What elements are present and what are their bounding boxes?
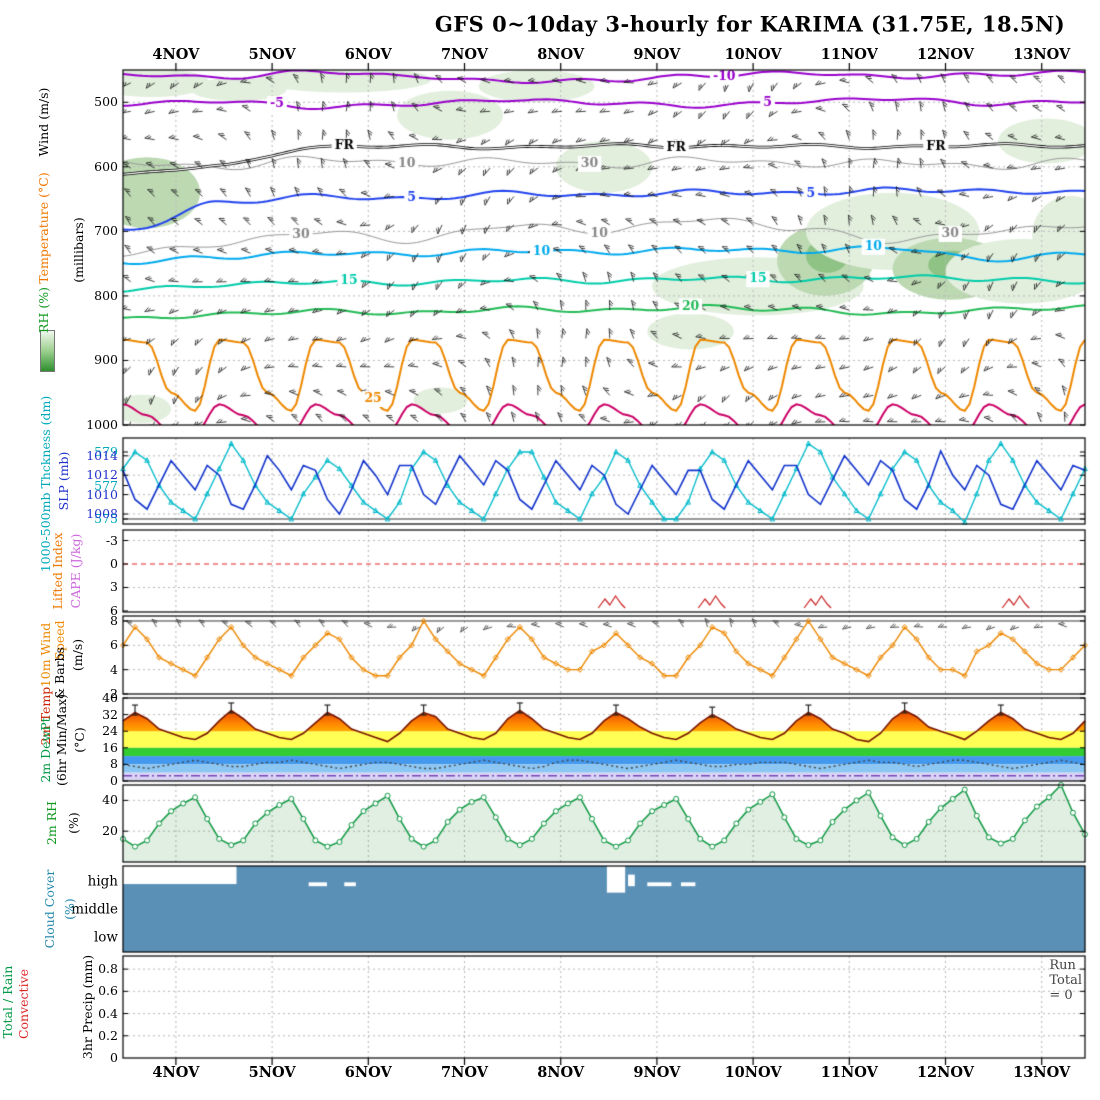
meteogram-canvas xyxy=(0,0,1100,1100)
gfs-meteogram: GFS 0~10day 3-hourly for KARIMA (31.75E,… xyxy=(0,0,1100,1100)
